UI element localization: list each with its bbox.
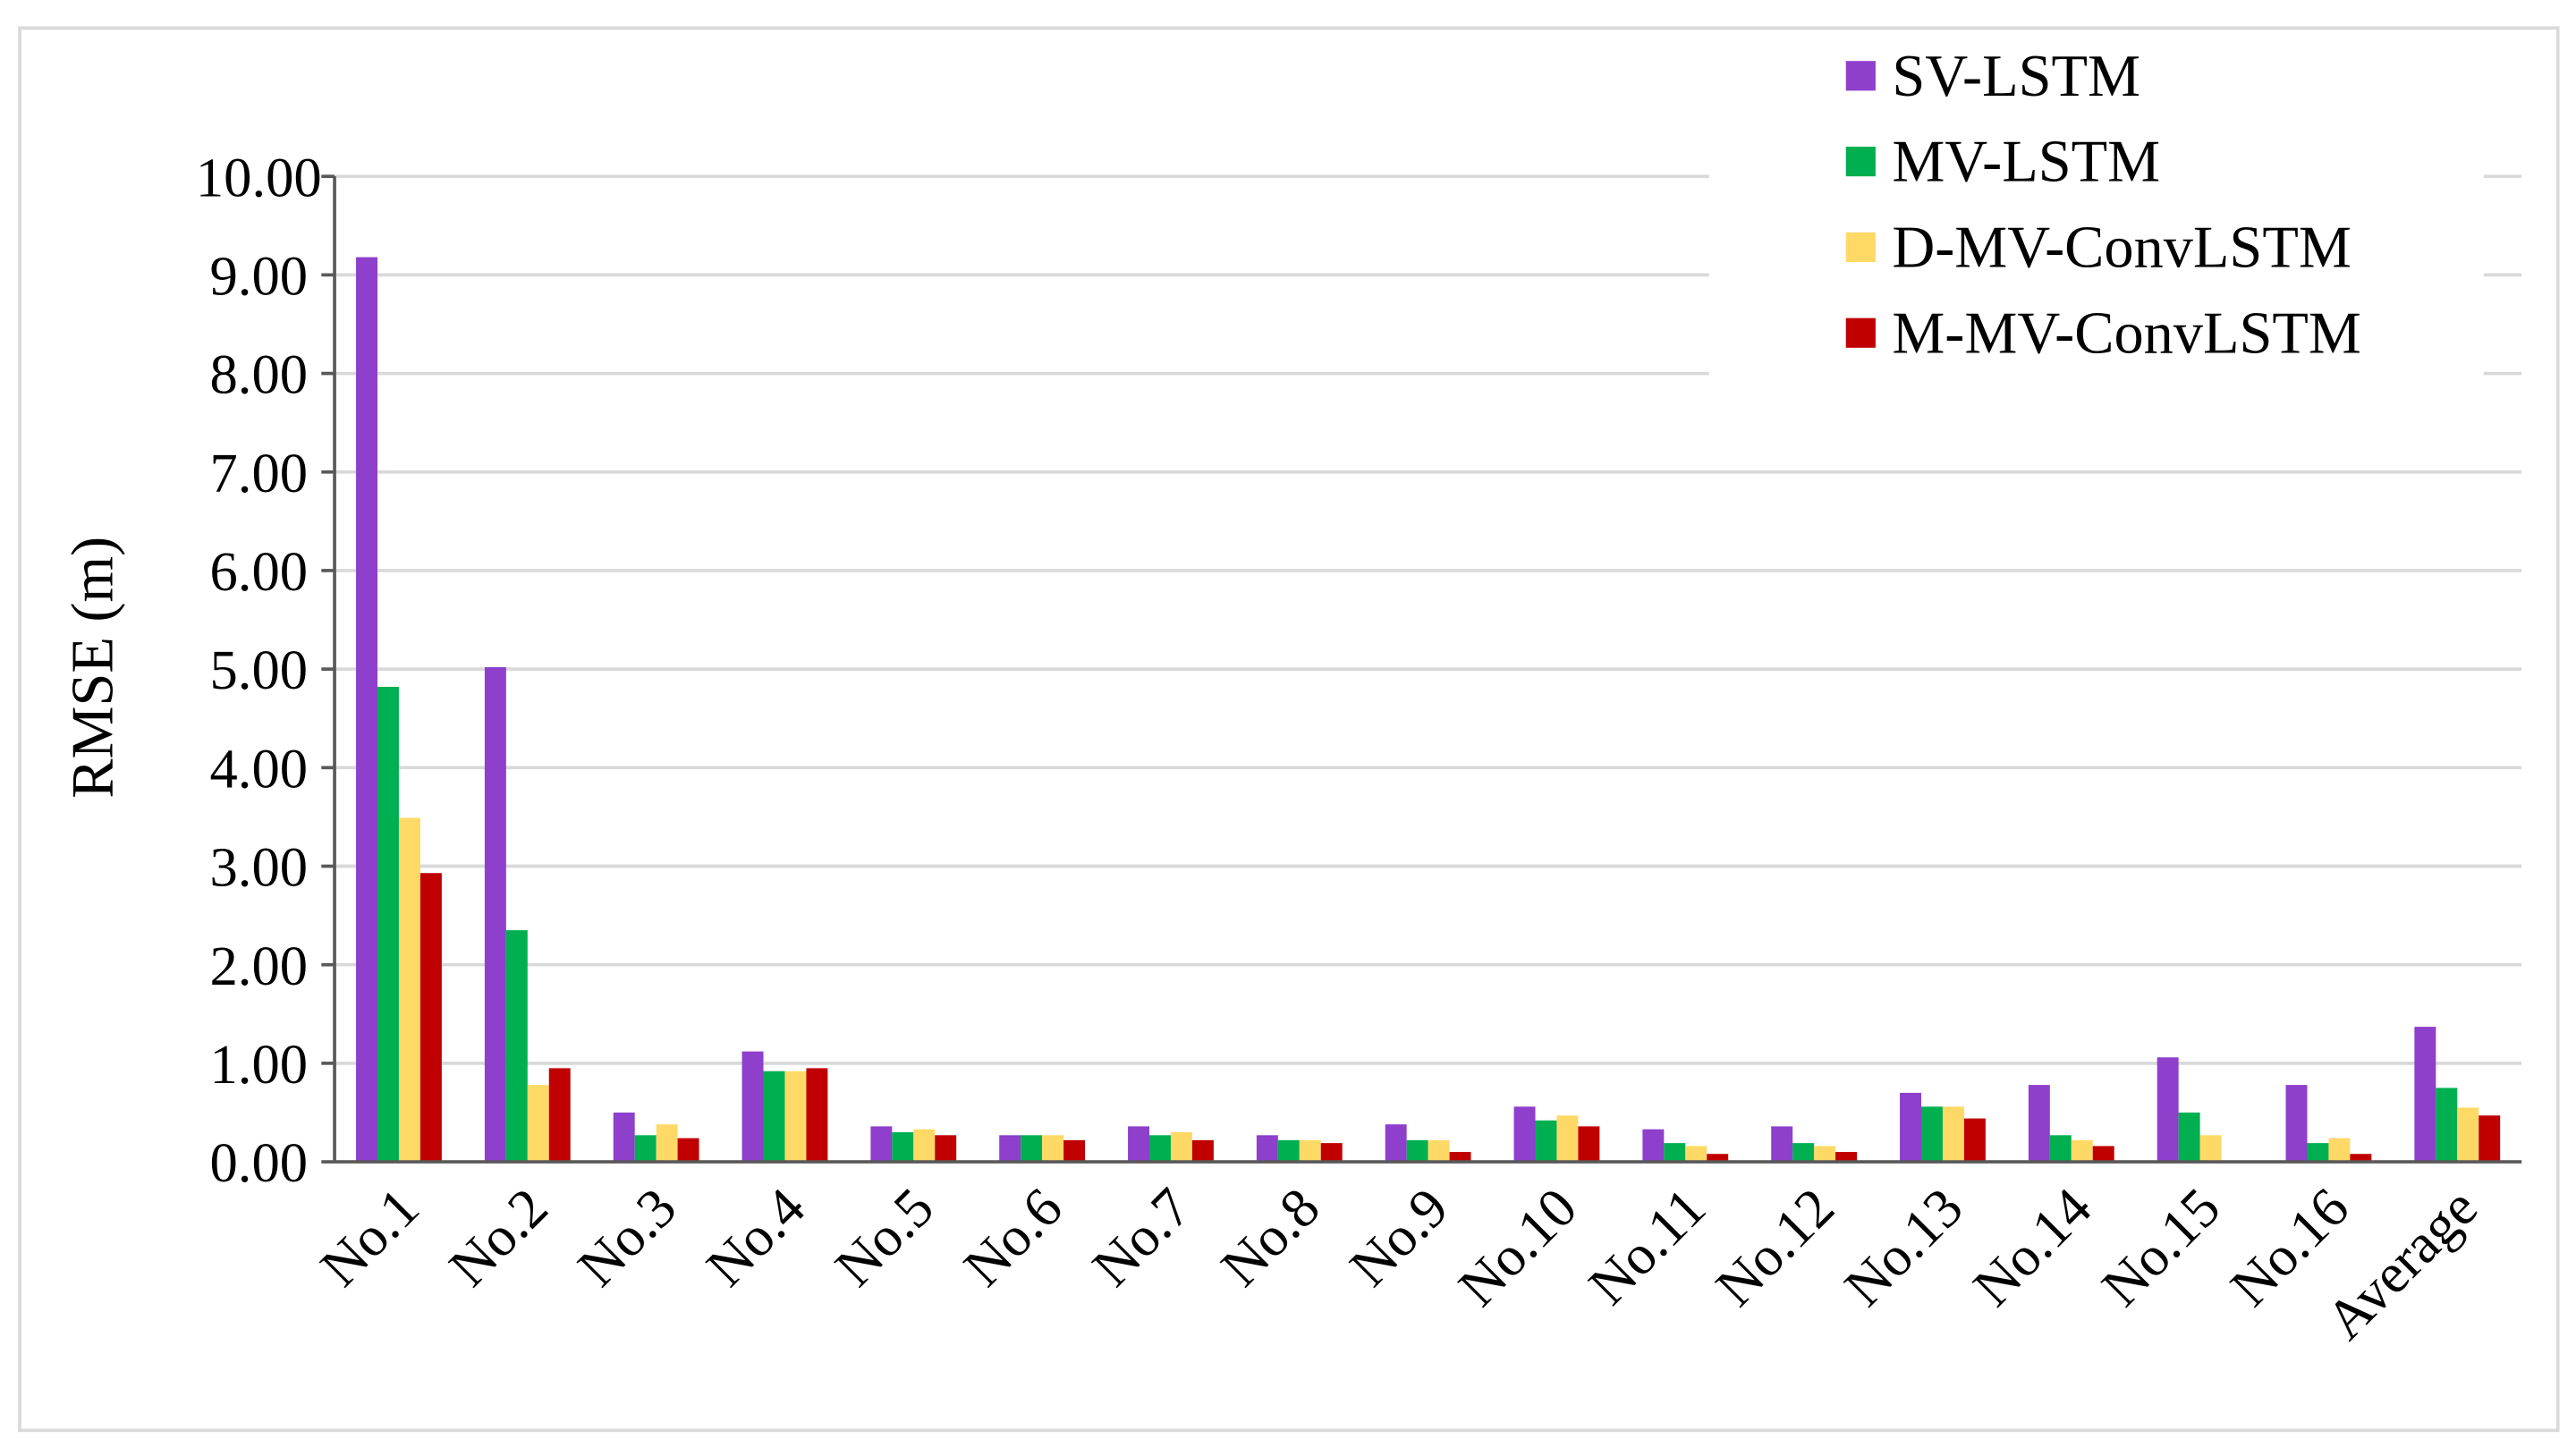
legend-label: D-MV-ConvLSTM [1892,216,2351,281]
bar [2028,1085,2050,1163]
y-tick-label: 7.00 [209,442,308,504]
legend-label: M-MV-ConvLSTM [1892,301,2361,366]
bar [634,1135,657,1163]
bar [656,1124,678,1163]
bar [1385,1124,1407,1163]
bar [2350,1154,2372,1163]
y-tick-label: 9.00 [209,244,308,307]
bar [2049,1135,2072,1163]
bar [2328,1138,2351,1163]
bar [2479,1115,2501,1163]
bar [1021,1135,1043,1163]
legend-marker [1845,232,1876,263]
bar [2157,1057,2179,1163]
y-tick-label: 8.00 [209,343,308,406]
bar [377,686,399,1163]
bar [2092,1146,2114,1163]
y-axis-label: RMSE (m) [60,537,125,799]
bar [741,1051,764,1163]
bar [484,666,506,1163]
bar [1900,1092,1921,1163]
legend-label: MV-LSTM [1892,130,2160,195]
bar [2457,1107,2479,1163]
bar [1707,1154,1729,1163]
legend-marker [1845,147,1876,177]
bar [1814,1146,1836,1163]
bar [1170,1132,1192,1163]
bar [1149,1135,1171,1163]
bar [548,1068,571,1163]
y-tick-label: 6.00 [209,540,308,603]
bar [1920,1106,1943,1163]
bar [1535,1120,1557,1163]
bar [2178,1112,2200,1163]
bar [2199,1135,2222,1163]
y-tick-label: 2.00 [209,935,308,997]
bar [1320,1143,1343,1163]
bar [1942,1106,1964,1163]
bar [1642,1129,1665,1163]
bar [2307,1143,2329,1163]
bar [806,1068,828,1163]
legend-background [1708,36,2484,383]
bar [2436,1088,2458,1163]
bar [1771,1126,1793,1163]
bar [870,1126,893,1163]
bar [913,1129,936,1163]
y-tick-label: 0.00 [209,1131,308,1194]
y-tick-label: 1.00 [209,1033,308,1096]
y-tick-label: 3.00 [209,836,308,899]
y-tick-label: 4.00 [209,737,308,800]
bar [1428,1139,1450,1163]
y-tick-label: 10.00 [196,146,322,208]
bar [1406,1139,1428,1163]
bar [356,257,378,1163]
bar [1449,1152,1471,1163]
bar [1299,1139,1321,1163]
bar [419,873,442,1163]
legend-label: SV-LSTM [1892,44,2140,109]
legend-marker [1845,317,1876,348]
bar [1042,1135,1064,1163]
bar [1792,1143,1815,1163]
bar [2285,1085,2308,1163]
bar [2414,1027,2436,1163]
bar [677,1138,699,1163]
bar [1191,1139,1214,1163]
bar [763,1071,785,1163]
bar [505,930,528,1163]
bar [2071,1139,2093,1163]
bar [1963,1118,1986,1163]
bar [1556,1115,1579,1163]
bar [1513,1106,1536,1163]
bar [935,1135,957,1163]
bar [613,1112,635,1163]
bar [892,1132,914,1163]
bar [1578,1126,1600,1163]
bar [1835,1152,1858,1163]
bar [1277,1139,1300,1163]
bar [1063,1139,1086,1163]
bar [1685,1146,1707,1163]
bar [1128,1126,1150,1163]
bar [784,1071,807,1163]
bar [398,817,420,1163]
legend-marker [1845,61,1876,91]
y-tick-label: 5.00 [209,639,308,701]
bar [1256,1135,1278,1163]
bar [527,1085,549,1163]
bar [999,1135,1021,1163]
bar [1664,1143,1686,1163]
